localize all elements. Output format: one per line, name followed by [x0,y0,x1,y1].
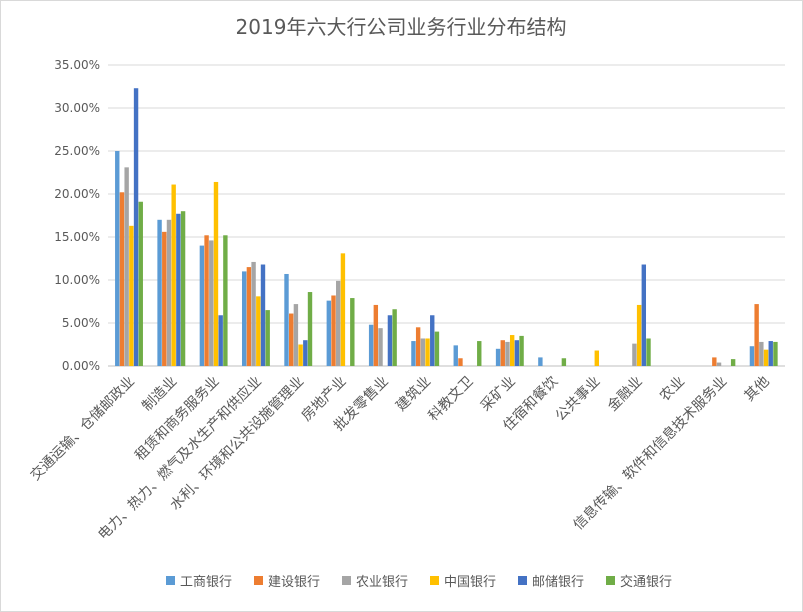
bar [336,280,341,366]
bar [289,313,294,366]
bar [284,273,289,366]
y-tick-label: 0.00% [62,359,100,373]
legend-label: 农业银行 [356,575,408,590]
bar [477,341,482,366]
chart-title: 2019年六大行公司业务行业分布结构 [236,15,567,39]
bar [298,344,303,366]
bar [636,304,642,366]
legend-swatch [254,576,263,585]
legend-swatch [166,576,175,585]
bar [594,350,599,366]
bar [157,219,162,366]
bar [138,201,143,366]
bar [204,235,209,366]
bar [453,345,458,366]
bar [119,192,125,366]
bar [495,348,501,366]
bar [773,341,778,366]
bar [209,240,214,366]
bar [340,253,346,366]
bar [180,211,186,366]
bar [265,310,270,366]
bar [509,335,515,366]
y-tick-label: 20.00% [54,187,100,201]
y-axis-ticks: 0.00% 5.00% 10.00% 15.00% 20.00% 25.00% 30.00%… [54,58,100,373]
bar [350,298,355,366]
legend-label: 交通银行 [620,574,672,590]
bar [646,338,651,366]
y-tick-label: 35.00% [54,58,100,72]
legend-label: 建设银行 [268,575,320,590]
bar [251,261,256,366]
legend-label: 工商银行 [180,575,232,590]
bar [166,219,172,366]
y-tick-label: 30.00% [54,101,100,115]
bar [326,300,332,366]
bar [124,167,129,366]
bar [260,264,266,366]
bar [223,235,228,366]
bar [387,315,393,366]
bar [368,324,374,366]
y-tick-label: 10.00% [54,273,100,287]
bar [241,271,247,366]
bar [430,315,435,366]
legend-swatch [430,576,439,585]
bar [171,184,176,366]
legend-swatch [606,576,615,585]
y-tick-label: 15.00% [54,230,100,244]
bar [176,213,181,366]
bar [392,309,397,366]
bar [331,295,336,366]
bar [759,341,764,366]
bar [162,231,167,366]
bar [133,88,139,366]
legend: 工商银行 建设银行 农业银行 中国银行 邮储银行 交通银行 [166,574,672,590]
bar [434,331,440,366]
bar [754,304,759,366]
bar [768,341,773,366]
legend-label: 邮储银行 [532,575,584,590]
bar [411,341,416,366]
bar [115,151,120,366]
bar [458,358,463,366]
bar [420,338,426,366]
bar [303,340,308,366]
bar [514,340,520,366]
bar [307,292,313,366]
bar [425,338,430,366]
bar [763,349,769,366]
bar [561,358,567,366]
bar [632,343,637,366]
bar [500,340,505,366]
bar [256,296,261,366]
bar [505,341,510,366]
legend-label: 中国银行 [444,575,496,590]
bar [246,267,252,366]
bar [218,315,223,366]
bar [378,328,383,366]
y-tick-label: 25.00% [54,144,100,158]
bar [712,357,717,366]
bar [213,181,219,366]
bar [716,362,722,366]
bar [415,327,421,366]
bars [115,88,778,366]
legend-swatch [342,576,351,585]
bar [519,335,524,366]
bar [129,225,134,366]
bar [730,359,736,366]
bar [538,357,543,366]
bar [199,245,205,366]
legend-swatch [518,576,527,585]
bar [641,264,647,366]
bar [373,304,379,366]
bar [749,346,755,366]
bar [293,304,299,366]
y-tick-label: 5.00% [62,316,100,330]
